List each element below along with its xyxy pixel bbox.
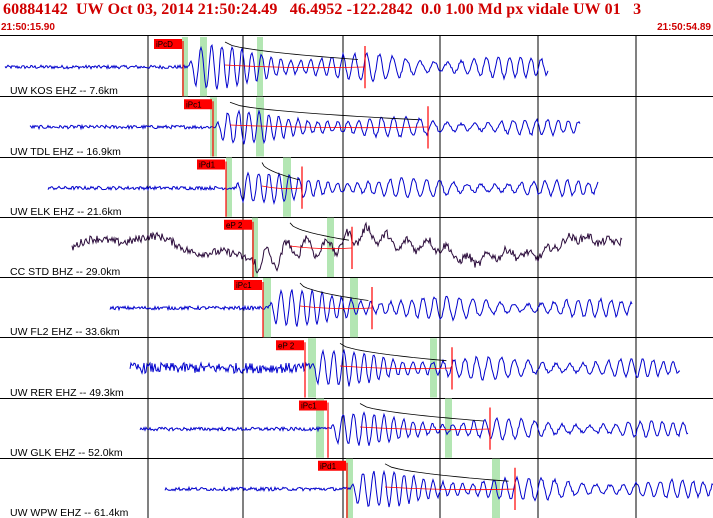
fit-curve [289, 222, 349, 241]
pick-label: iPcD [156, 40, 173, 49]
window-band [226, 157, 232, 217]
event-title: 60884142 UW Oct 03, 2014 21:50:24.49 46.… [3, 1, 642, 18]
header-bar: 60884142 UW Oct 03, 2014 21:50:24.49 46.… [0, 0, 713, 20]
fit-curve [339, 342, 447, 362]
waveform-trace [47, 171, 599, 206]
channel-label: UW WPW EHZ -- 61.4km [10, 507, 129, 518]
pick-marker[interactable] [154, 39, 182, 49]
pick-marker[interactable] [224, 219, 252, 230]
channel-label: UW RER EHZ -- 49.3km [10, 387, 124, 399]
waveform-trace [109, 288, 633, 327]
pick-marker[interactable] [276, 340, 304, 351]
window-band [327, 217, 334, 277]
channel-labels: UW KOS EHZ -- 7.6km UW TDL EHZ -- 16.9km U… [10, 85, 129, 518]
pick-marker[interactable] [318, 460, 346, 471]
end-time-label: 21:50:54.89 [657, 22, 711, 33]
time-gridlines [0, 36, 713, 518]
pick-label: iPc1 [186, 100, 202, 109]
window-band [263, 278, 271, 338]
pick-marker[interactable] [184, 99, 212, 110]
waveform-trace [4, 44, 549, 90]
pick-marker[interactable] [197, 159, 225, 170]
coda-curve [384, 486, 516, 491]
pick-label: iPc1 [301, 402, 317, 411]
waveform-trace [164, 469, 713, 508]
waveform-trace [71, 221, 623, 274]
fit-curve [229, 101, 419, 121]
fit-curve [299, 282, 369, 301]
fit-curve [261, 162, 301, 181]
window-band [252, 217, 258, 277]
fit-curve [359, 403, 484, 422]
window-band [445, 398, 452, 458]
waveform-trace [29, 109, 581, 145]
channel-label: UW FL2 EHZ -- 33.6km [10, 326, 120, 338]
fit-curve [384, 463, 509, 482]
channel-label: UW TDL EHZ -- 16.9km [10, 146, 121, 158]
window-band [256, 97, 264, 157]
coda-curve [224, 64, 366, 69]
waveform-trace [139, 411, 689, 446]
pick-label: iPd1 [320, 462, 337, 471]
coda-curve [289, 245, 353, 250]
coda-curve [299, 305, 373, 310]
channel-label: UW GLK EHZ -- 52.0km [10, 447, 123, 459]
pick-marker[interactable] [234, 280, 262, 290]
pick-label: eP 2 [278, 341, 295, 350]
start-time-label: 21:50:15.90 [1, 22, 55, 33]
channel-label: UW KOS EHZ -- 7.6km [10, 85, 118, 97]
pick-label: iPd1 [199, 161, 216, 170]
waveform-layer [4, 44, 713, 508]
channel-label: CC STD BHZ -- 29.0km [10, 266, 121, 278]
window-band [308, 338, 316, 398]
pick-layer: iPcD iPc1 iPd1 eP 2 iPc1 eP 2 iPc1 iPd1 [154, 39, 516, 518]
coda-curve [359, 426, 491, 431]
pick-label: eP 2 [226, 221, 243, 230]
fit-curves [224, 41, 516, 491]
coda-curve [261, 185, 303, 190]
coda-curve [229, 124, 429, 129]
pick-label: iPc1 [236, 281, 252, 290]
channel-label: UW ELK EHZ -- 21.6km [10, 206, 122, 218]
pick-marker[interactable] [299, 400, 327, 411]
waveform-trace [129, 348, 681, 387]
coda-curve [339, 365, 453, 370]
window-band [430, 338, 437, 398]
fit-curve [224, 41, 359, 60]
